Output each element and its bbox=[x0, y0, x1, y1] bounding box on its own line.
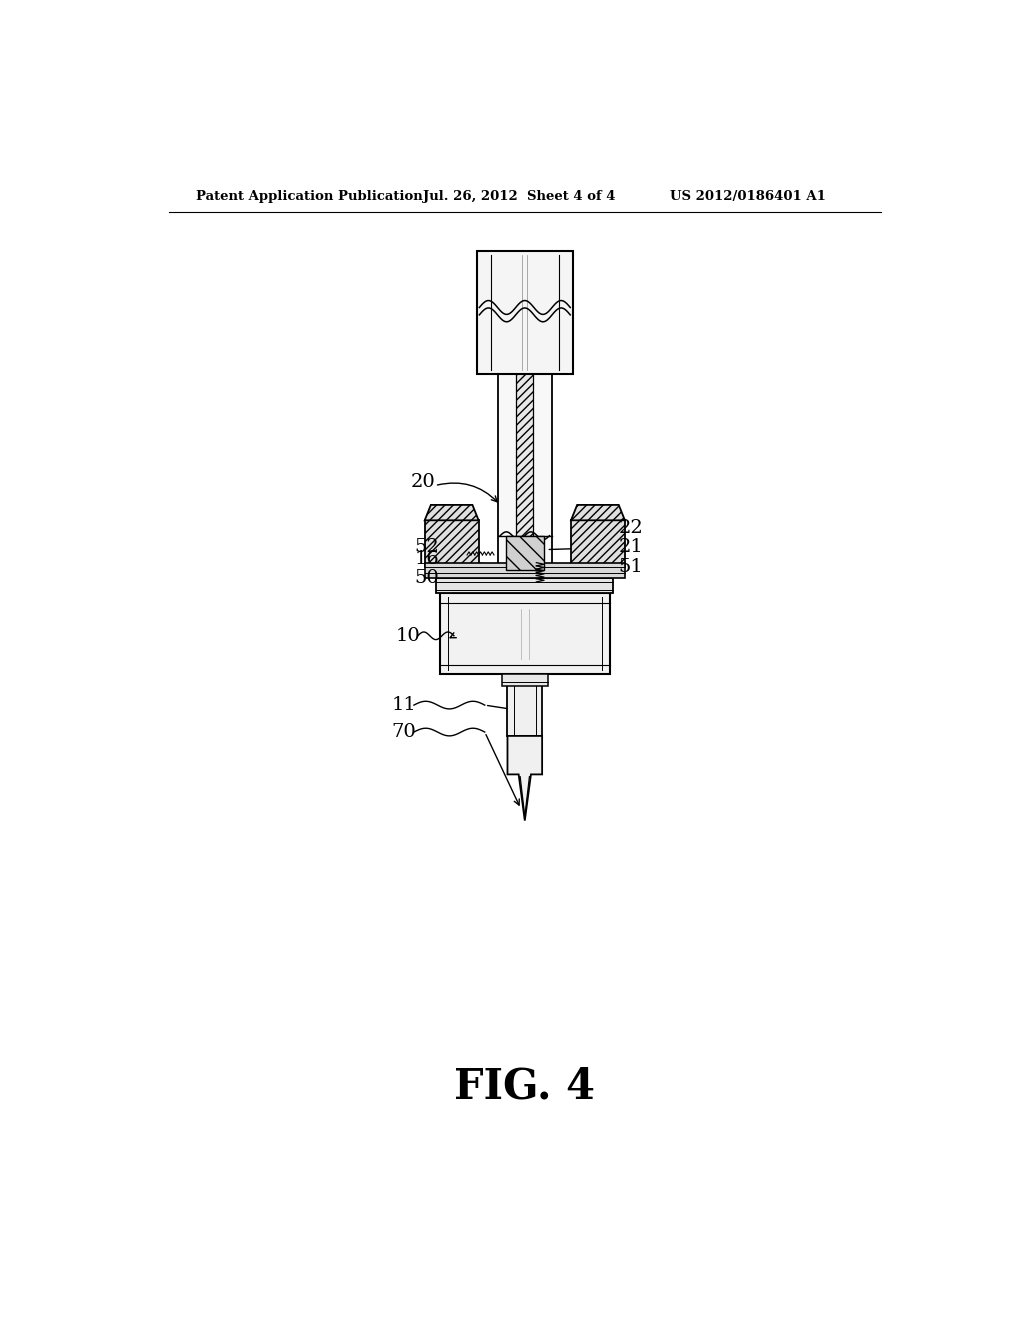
Bar bbox=[477, 251, 572, 374]
Text: FIG. 4: FIG. 4 bbox=[455, 1065, 595, 1107]
Polygon shape bbox=[571, 506, 625, 520]
Text: US 2012/0186401 A1: US 2012/0186401 A1 bbox=[670, 190, 825, 203]
Text: 50: 50 bbox=[415, 569, 439, 587]
Bar bbox=[440, 594, 609, 675]
Bar bbox=[508, 675, 542, 737]
Text: 10: 10 bbox=[395, 627, 420, 644]
Text: 70: 70 bbox=[391, 723, 417, 741]
Text: 20: 20 bbox=[411, 473, 435, 491]
Bar bbox=[506, 536, 544, 570]
Bar bbox=[516, 374, 534, 544]
Polygon shape bbox=[425, 506, 478, 520]
Text: 22: 22 bbox=[618, 519, 643, 537]
Bar bbox=[436, 578, 613, 594]
Text: 51: 51 bbox=[618, 557, 643, 576]
Bar bbox=[425, 562, 625, 578]
Bar bbox=[498, 374, 552, 582]
Text: 11: 11 bbox=[391, 696, 417, 714]
Text: Jul. 26, 2012  Sheet 4 of 4: Jul. 26, 2012 Sheet 4 of 4 bbox=[423, 190, 615, 203]
Text: 21: 21 bbox=[618, 539, 643, 556]
Polygon shape bbox=[508, 737, 542, 821]
Text: 16: 16 bbox=[415, 550, 439, 568]
Bar bbox=[516, 374, 534, 544]
Text: Patent Application Publication: Patent Application Publication bbox=[196, 190, 423, 203]
Bar bbox=[571, 520, 625, 566]
Text: 52: 52 bbox=[415, 539, 439, 556]
Bar bbox=[502, 675, 548, 686]
Bar bbox=[425, 520, 478, 566]
